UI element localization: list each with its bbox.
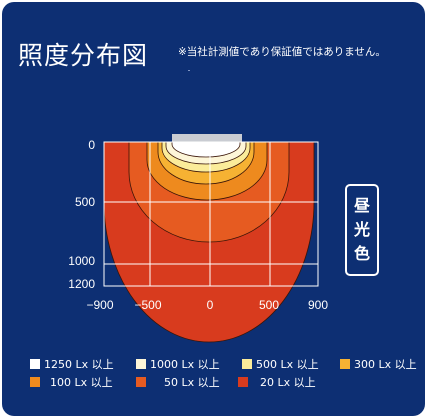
- legend-item: 1000 Lx 以上: [136, 356, 242, 372]
- y-tick-1200: 1200: [68, 277, 95, 291]
- legend-swatch: [238, 377, 248, 387]
- y-tick-500: 500: [75, 195, 95, 209]
- legend-item: 1250 Lx 以上: [30, 356, 136, 372]
- legend-item: 300 Lx 以上: [340, 356, 417, 372]
- legend-label: 1000 Lx 以上: [150, 358, 220, 371]
- badge-char: 光: [353, 220, 370, 239]
- light-fixture-bar: [172, 134, 242, 142]
- legend-row-1: 1250 Lx 以上 1000 Lx 以上 500 Lx 以上 300 Lx 以…: [30, 356, 417, 372]
- legend-label: 20 Lx 以上: [260, 376, 316, 389]
- zone-1250lx: [171, 141, 241, 158]
- legend-label: 50 Lx 以上: [164, 376, 220, 389]
- legend-item: 100 Lx 以上: [30, 374, 136, 390]
- legend-row-2: 100 Lx 以上 50 Lx 以上 20 Lx 以上: [30, 374, 316, 390]
- legend-label: 1250 Lx 以上: [44, 358, 114, 371]
- page-title: 照度分布図: [18, 41, 149, 70]
- legend-label: 100 Lx 以上: [50, 376, 113, 389]
- y-tick-1000: 1000: [68, 254, 95, 268]
- grid-frame: [103, 141, 319, 287]
- y-tick-0: 0: [88, 138, 95, 152]
- legend-item: 50 Lx 以上: [136, 374, 238, 390]
- legend-swatch: [136, 377, 146, 387]
- x-tick-900: 900: [308, 298, 328, 312]
- legend-swatch: [242, 359, 252, 369]
- legend-swatch: [30, 359, 40, 369]
- legend-swatch: [136, 359, 146, 369]
- grid-lines: [103, 141, 319, 287]
- disclaimer-note: ※当社計測値であり保証値ではありません。: [178, 46, 386, 58]
- legend-item: 20 Lx 以上: [238, 374, 316, 390]
- badge-char: 昼: [353, 196, 370, 215]
- color-temperature-badge: 昼 光 色: [345, 184, 379, 276]
- legend-label: 300 Lx 以上: [354, 358, 417, 371]
- legend-item: 500 Lx 以上: [242, 356, 340, 372]
- x-tick--500: −500: [134, 298, 161, 312]
- legend-swatch: [30, 377, 40, 387]
- legend-swatch: [340, 359, 350, 369]
- x-tick-0: 0: [207, 298, 214, 312]
- x-tick-500: 500: [259, 298, 279, 312]
- decorative-dot: [188, 70, 190, 71]
- x-tick--900: −900: [86, 298, 113, 312]
- legend-label: 500 Lx 以上: [256, 358, 319, 371]
- badge-char: 色: [353, 244, 370, 263]
